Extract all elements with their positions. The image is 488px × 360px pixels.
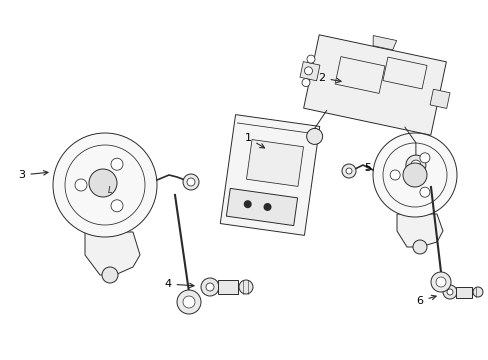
Circle shape bbox=[263, 203, 271, 211]
Circle shape bbox=[442, 285, 456, 299]
Text: 1: 1 bbox=[244, 133, 264, 148]
Polygon shape bbox=[303, 35, 446, 135]
Circle shape bbox=[306, 55, 314, 63]
Polygon shape bbox=[396, 214, 442, 247]
Circle shape bbox=[405, 155, 425, 175]
Circle shape bbox=[346, 168, 351, 174]
Polygon shape bbox=[220, 114, 319, 235]
Circle shape bbox=[402, 163, 426, 187]
Circle shape bbox=[186, 178, 195, 186]
Circle shape bbox=[205, 283, 214, 291]
Text: 5: 5 bbox=[364, 163, 371, 173]
Circle shape bbox=[243, 200, 251, 208]
Polygon shape bbox=[226, 188, 297, 226]
Circle shape bbox=[111, 200, 123, 212]
Circle shape bbox=[302, 78, 309, 87]
Text: 3: 3 bbox=[19, 170, 48, 180]
Circle shape bbox=[304, 67, 312, 75]
Circle shape bbox=[201, 278, 219, 296]
Polygon shape bbox=[218, 280, 238, 294]
Text: 6: 6 bbox=[416, 295, 435, 306]
Circle shape bbox=[183, 174, 199, 190]
Circle shape bbox=[102, 267, 118, 283]
Polygon shape bbox=[429, 89, 449, 108]
Circle shape bbox=[111, 158, 123, 170]
Polygon shape bbox=[85, 232, 140, 275]
Circle shape bbox=[419, 153, 429, 163]
Circle shape bbox=[412, 240, 426, 254]
Polygon shape bbox=[455, 287, 471, 297]
Text: 2: 2 bbox=[318, 73, 340, 83]
Circle shape bbox=[389, 170, 399, 180]
Circle shape bbox=[435, 277, 445, 287]
Circle shape bbox=[306, 129, 322, 144]
Circle shape bbox=[372, 133, 456, 217]
Circle shape bbox=[183, 296, 195, 308]
Circle shape bbox=[472, 287, 482, 297]
Circle shape bbox=[239, 280, 252, 294]
Circle shape bbox=[446, 289, 452, 295]
Circle shape bbox=[410, 160, 420, 170]
Circle shape bbox=[177, 290, 201, 314]
Circle shape bbox=[53, 133, 157, 237]
Circle shape bbox=[89, 169, 117, 197]
Circle shape bbox=[341, 164, 355, 178]
Text: L: L bbox=[107, 185, 112, 194]
Text: 4: 4 bbox=[164, 279, 194, 289]
Circle shape bbox=[430, 272, 450, 292]
Polygon shape bbox=[372, 36, 396, 50]
Polygon shape bbox=[299, 62, 319, 81]
Circle shape bbox=[419, 187, 429, 197]
Polygon shape bbox=[246, 140, 303, 186]
Circle shape bbox=[75, 179, 87, 191]
